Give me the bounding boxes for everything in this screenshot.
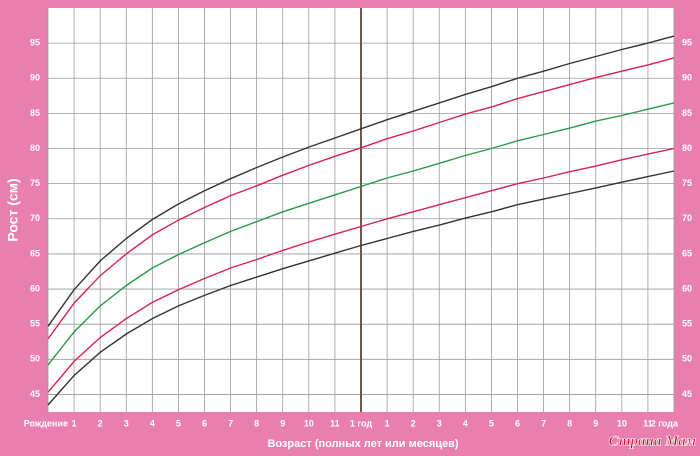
x-tick-label: 2 (98, 418, 103, 428)
y-tick-label-right: 60 (682, 283, 692, 293)
y-tick-label-right: 80 (682, 143, 692, 153)
x-tick-label: 10 (617, 418, 627, 428)
x-tick-label: 4 (150, 418, 155, 428)
x-axis-title: Возраст (полных лет или месяцев) (267, 438, 458, 450)
x-tick-label: 11 (643, 418, 653, 428)
y-tick-label: 50 (30, 354, 40, 364)
x-tick-label: 1 год (350, 418, 373, 428)
x-tick-label: 11 (330, 418, 340, 428)
x-tick-label: 7 (228, 418, 233, 428)
x-tick-label: 3 (124, 418, 129, 428)
x-tick-label: 3 (437, 418, 442, 428)
x-tick-label: 4 (463, 418, 468, 428)
series-line (47, 170, 675, 406)
y-tick-label: 85 (30, 108, 40, 118)
y-axis-title: Рост (см) (5, 178, 21, 241)
y-tick-label: 75 (30, 178, 40, 188)
y-tick-label: 45 (30, 389, 40, 399)
y-tick-label-right: 85 (682, 108, 692, 118)
x-tick-label: 2 года (651, 418, 679, 428)
x-tick-label: 8 (254, 418, 259, 428)
y-tick-label: 95 (30, 38, 40, 48)
y-tick-label: 80 (30, 143, 40, 153)
y-tick-label: 60 (30, 283, 40, 293)
x-tick-label: 5 (489, 418, 494, 428)
y-tick-label-right: 55 (682, 319, 692, 329)
x-tick-label: Рождение (24, 418, 68, 428)
y-tick-label: 65 (30, 248, 40, 258)
series-line (47, 35, 675, 327)
series-line (47, 147, 675, 393)
x-tick-label: 10 (304, 418, 314, 428)
x-tick-label: 5 (176, 418, 181, 428)
y-tick-label: 90 (30, 73, 40, 83)
x-tick-label: 9 (280, 418, 285, 428)
x-tick-label: 6 (202, 418, 207, 428)
y-tick-label: 70 (30, 213, 40, 223)
series-line (47, 57, 675, 340)
y-tick-label: 55 (30, 319, 40, 329)
x-tick-label: 8 (567, 418, 572, 428)
y-tick-label-right: 65 (682, 248, 692, 258)
x-tick-label: 7 (541, 418, 546, 428)
y-tick-label-right: 50 (682, 354, 692, 364)
watermark: Страна Мам (609, 433, 696, 449)
x-tick-label: 1 (72, 418, 77, 428)
x-tick-label: 1 (385, 418, 390, 428)
x-tick-label: 2 (411, 418, 416, 428)
y-tick-label-right: 75 (682, 178, 692, 188)
y-tick-label-right: 70 (682, 213, 692, 223)
x-tick-label: 6 (515, 418, 520, 428)
x-tick-label: 9 (593, 418, 598, 428)
y-tick-label-right: 95 (682, 38, 692, 48)
y-tick-label-right: 45 (682, 389, 692, 399)
y-tick-label-right: 90 (682, 73, 692, 83)
series-line (47, 102, 675, 366)
